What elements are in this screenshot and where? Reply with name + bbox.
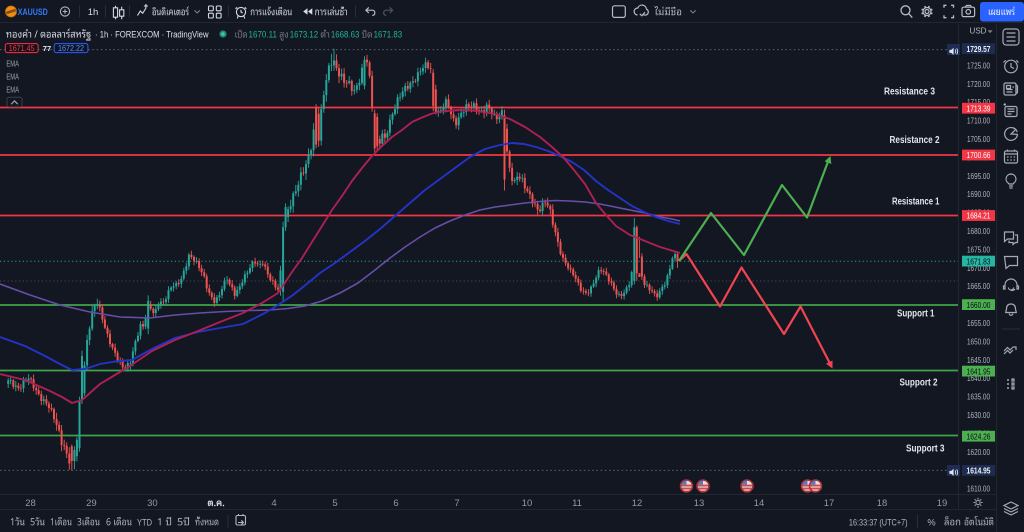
svg-text:1660.00: 1660.00 (967, 300, 991, 310)
svg-text:EMA: EMA (6, 72, 19, 82)
svg-text:7: 7 (454, 498, 459, 509)
svg-text:1690.00: 1690.00 (967, 189, 990, 199)
svg-text:1665.00: 1665.00 (967, 281, 990, 291)
svg-text:10: 10 (522, 498, 533, 509)
svg-text:17: 17 (824, 498, 835, 509)
svg-text:11: 11 (572, 498, 582, 509)
svg-text:5: 5 (332, 498, 337, 509)
svg-text:1715.00: 1715.00 (967, 97, 990, 107)
svg-text:1620.00: 1620.00 (967, 447, 990, 457)
svg-text:1725.00: 1725.00 (967, 60, 990, 70)
svg-text:EMA: EMA (6, 59, 19, 69)
svg-text:1635.00: 1635.00 (967, 392, 990, 402)
svg-text:1684.21: 1684.21 (967, 211, 991, 221)
svg-text:19: 19 (937, 498, 948, 509)
svg-text:1671.83: 1671.83 (374, 30, 403, 40)
svg-text:1670.11: 1670.11 (249, 30, 278, 40)
svg-text:1630.00: 1630.00 (967, 410, 990, 420)
svg-text:Resistance 3: Resistance 3 (884, 87, 935, 98)
svg-text:1710.00: 1710.00 (967, 116, 990, 126)
svg-text:Support 3: Support 3 (906, 444, 945, 455)
svg-text:1729.57: 1729.57 (967, 44, 991, 54)
svg-text:YTD: YTD (137, 517, 152, 527)
svg-text:1640.00: 1640.00 (967, 373, 990, 383)
svg-text:29: 29 (86, 498, 97, 509)
svg-text:1624.26: 1624.26 (967, 431, 991, 441)
svg-text:30: 30 (147, 498, 158, 509)
svg-text:1670.00: 1670.00 (967, 263, 990, 273)
svg-text:1672.22: 1672.22 (58, 43, 84, 53)
svg-text:1720.00: 1720.00 (967, 79, 990, 89)
svg-text:USD: USD (970, 26, 987, 36)
svg-text:13: 13 (694, 498, 705, 509)
svg-text:Support 2: Support 2 (900, 378, 938, 389)
svg-text:14: 14 (754, 498, 765, 509)
svg-text:16:33:37 (UTC+7): 16:33:37 (UTC+7) (849, 517, 908, 527)
svg-text:1671.83: 1671.83 (967, 256, 991, 266)
svg-text:1673.12: 1673.12 (290, 30, 319, 40)
svg-text:· 1h · FOREXCOM · TradingView: · 1h · FOREXCOM · TradingView (95, 30, 209, 40)
svg-text:1668.63: 1668.63 (331, 30, 360, 40)
svg-text:28: 28 (25, 498, 36, 509)
svg-text:1614.95: 1614.95 (967, 466, 991, 476)
svg-text:Resistance 2: Resistance 2 (890, 135, 940, 146)
svg-text:12: 12 (632, 498, 643, 509)
svg-text:1655.00: 1655.00 (967, 318, 990, 328)
svg-text:1700.66: 1700.66 (967, 150, 991, 160)
svg-text:4: 4 (271, 498, 276, 509)
svg-text:%: % (927, 517, 935, 527)
svg-text:77: 77 (43, 44, 51, 53)
svg-text:Resistance 1: Resistance 1 (892, 197, 940, 208)
svg-text:6: 6 (393, 498, 398, 509)
svg-text:1650.00: 1650.00 (967, 336, 990, 346)
svg-text:XAUUSD: XAUUSD (18, 7, 48, 18)
svg-text:EMA: EMA (6, 85, 19, 95)
svg-text:1713.39: 1713.39 (967, 103, 991, 113)
svg-text:1610.00: 1610.00 (967, 484, 990, 494)
svg-text:Support 1: Support 1 (897, 309, 935, 320)
svg-text:1641.95: 1641.95 (967, 366, 991, 376)
svg-text:18: 18 (877, 498, 888, 509)
svg-text:1680.00: 1680.00 (967, 226, 990, 236)
svg-text:1695.00: 1695.00 (967, 171, 990, 181)
svg-text:1h: 1h (88, 7, 99, 18)
svg-text:1675.00: 1675.00 (967, 244, 990, 254)
svg-text:1705.00: 1705.00 (967, 134, 990, 144)
svg-text:1671.45: 1671.45 (9, 43, 35, 53)
svg-text:1645.00: 1645.00 (967, 355, 990, 365)
